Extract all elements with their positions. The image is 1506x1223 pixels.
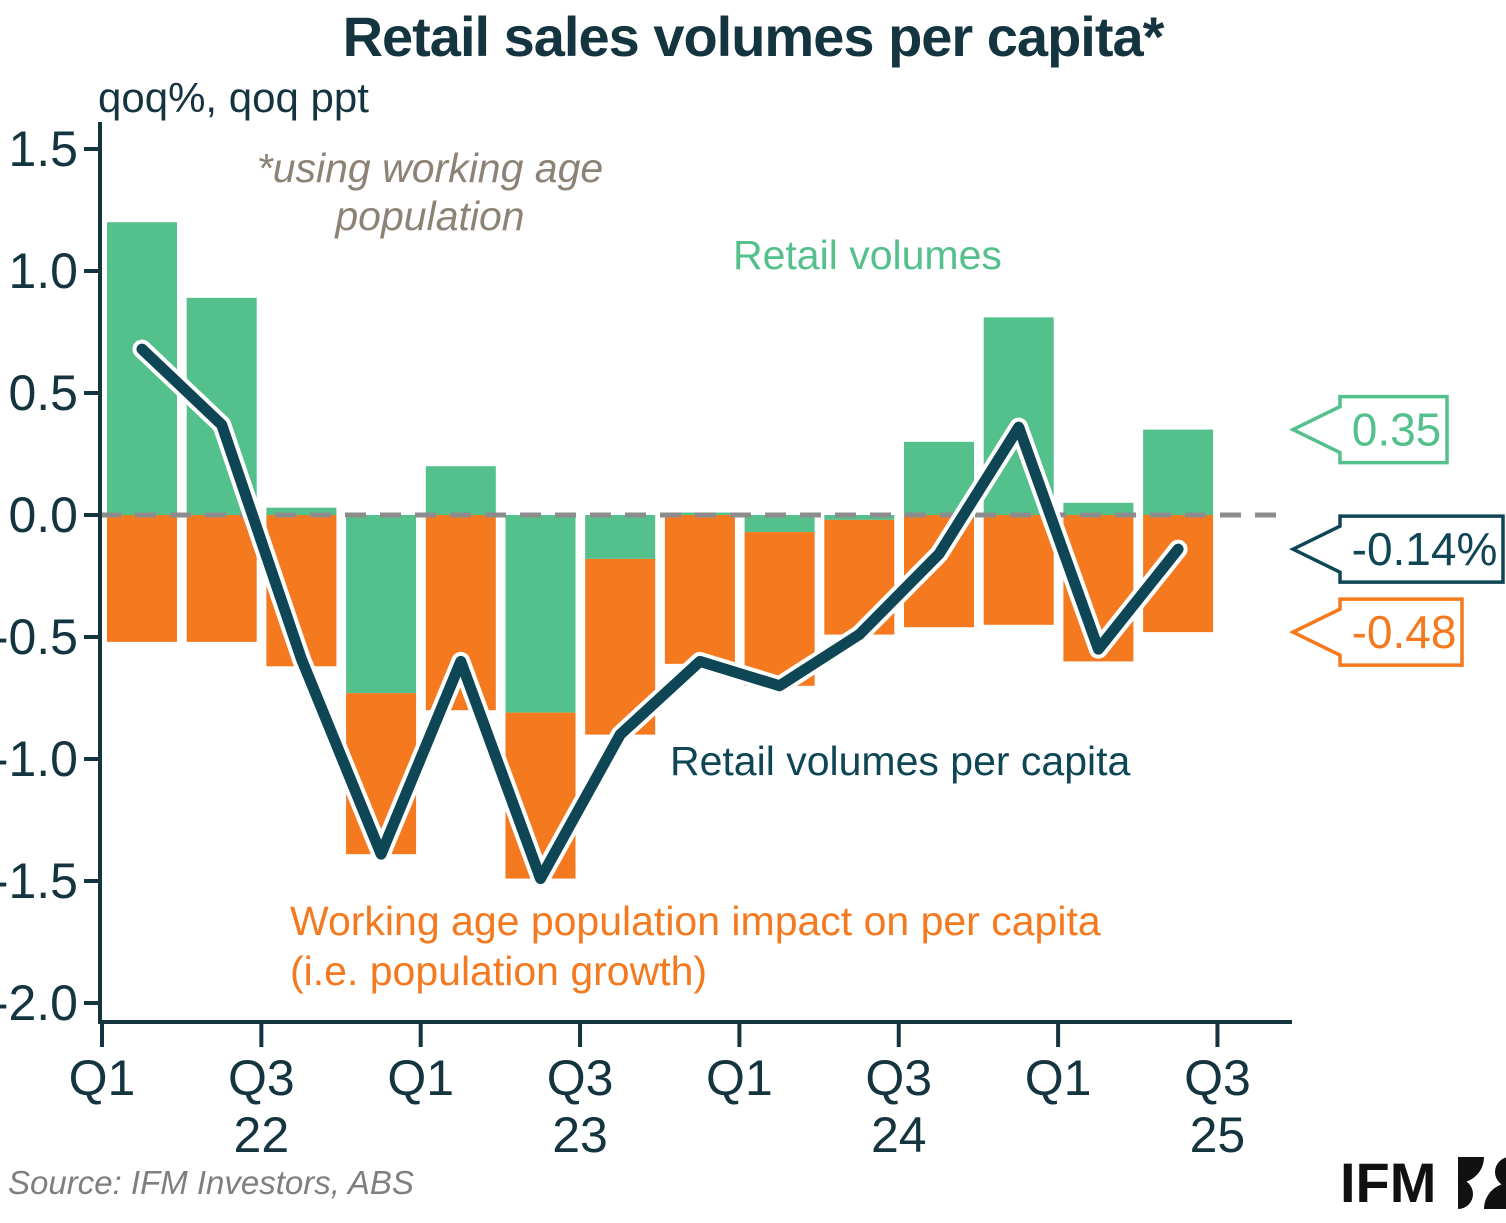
y-tick-label: 0.5: [8, 365, 78, 421]
bar-population-impact: [107, 515, 177, 642]
callout-orange-value: -0.48: [1352, 606, 1457, 658]
y-tick-label: -1.0: [0, 731, 78, 787]
chart-title: Retail sales volumes per capita*: [342, 5, 1165, 68]
x-year-label: 23: [552, 1107, 608, 1163]
bar-retail-volumes: [266, 507, 337, 515]
y-tick-label: -0.5: [0, 609, 78, 665]
x-tick-label: Q3: [865, 1050, 932, 1106]
bar-retail-volumes: [1143, 429, 1214, 515]
callout-green-flag: [1289, 394, 1449, 465]
y-tick-label: -2.0: [0, 975, 78, 1031]
callout-orange-flag: [1289, 597, 1464, 667]
y-axis-units-label: qoq%, qoq ppt: [98, 74, 369, 121]
bar-retail-volumes: [744, 515, 815, 533]
x-tick-label: Q1: [706, 1050, 773, 1106]
bar-retail-volumes: [505, 515, 576, 713]
y-tick-label: -1.5: [0, 853, 78, 909]
callout-teal-value: -0.14%: [1352, 523, 1498, 575]
legend-retail-volumes-per-capita: Retail volumes per capita: [670, 738, 1131, 784]
footnote-line-1: *using working age: [256, 145, 604, 191]
ifm-logo-text: IFM: [1340, 1151, 1437, 1214]
callout-green-value: 0.35: [1352, 404, 1442, 456]
x-tick-label: Q1: [69, 1050, 136, 1106]
callout-teal-flag: [1289, 514, 1505, 584]
legend-retail-volumes: Retail volumes: [733, 232, 1002, 278]
per-capita-line: [136, 343, 1184, 885]
y-tick-label: 1.0: [8, 243, 78, 299]
x-tick-label: Q3: [1184, 1050, 1251, 1106]
x-tick-label: Q1: [1025, 1050, 1092, 1106]
bar-retail-volumes: [1063, 502, 1134, 515]
x-tick-label: Q3: [228, 1050, 295, 1106]
x-tick-label: Q3: [547, 1050, 614, 1106]
bar-population-impact: [186, 515, 257, 642]
bar-retail-volumes: [425, 466, 496, 515]
y-tick-label: 1.5: [8, 121, 78, 177]
legend-population-impact-line-2: (i.e. population growth): [290, 948, 708, 995]
y-tick-label: 0.0: [8, 487, 78, 543]
bar-population-impact: [664, 515, 735, 664]
bar-retail-volumes: [824, 515, 895, 520]
source-note: Source: IFM Investors, ABS: [8, 1164, 414, 1201]
footnote-working-age: *using working age population: [190, 144, 670, 241]
legend-population-impact-line-1: Working age population impact on per cap…: [290, 898, 1101, 944]
legend-population-impact: Working age population impact on per cap…: [290, 896, 1101, 996]
ifm-pinwheel-icon: [1458, 1156, 1506, 1209]
bar-retail-volumes: [585, 515, 656, 559]
x-year-label: 24: [871, 1107, 927, 1163]
x-tick-label: Q1: [387, 1050, 454, 1106]
x-year-label: 25: [1190, 1107, 1246, 1163]
x-year-label: 22: [234, 1107, 290, 1163]
footnote-line-2: population: [335, 193, 525, 240]
bar-population-impact: [983, 515, 1054, 625]
ifm-logo: IFM: [1340, 1150, 1506, 1215]
bar-retail-volumes: [346, 515, 417, 694]
